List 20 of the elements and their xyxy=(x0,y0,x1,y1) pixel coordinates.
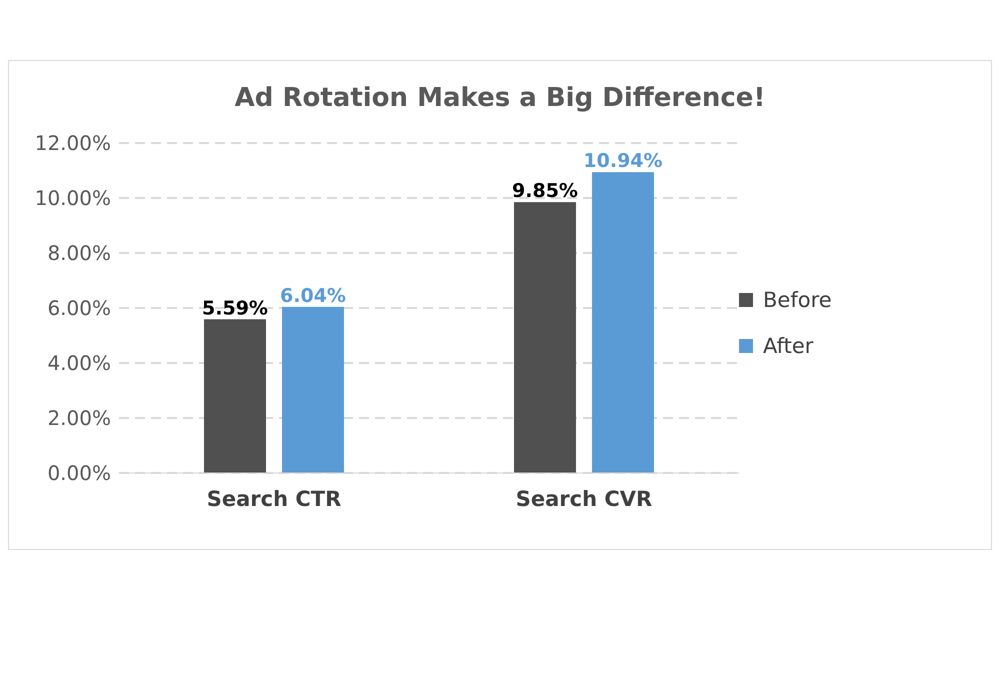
y-tick-label: 0.00% xyxy=(47,461,111,486)
bar xyxy=(592,172,654,473)
x-tick-label: Search CTR xyxy=(206,486,342,511)
y-tick-label: 2.00% xyxy=(47,406,111,430)
y-tick-label: 12.00% xyxy=(34,131,111,156)
y-tick-label: 8.00% xyxy=(47,241,111,266)
y-tick-label: 4.00% xyxy=(47,351,111,376)
data-label: 6.04% xyxy=(280,284,346,307)
y-tick-label: 10.00% xyxy=(34,186,111,210)
data-label: 5.59% xyxy=(202,297,268,320)
legend-label: Before xyxy=(763,288,832,312)
bar xyxy=(282,306,344,473)
bar xyxy=(204,319,266,473)
y-tick-label: 6.00% xyxy=(47,296,111,320)
data-label: 10.94% xyxy=(583,150,663,172)
bar xyxy=(514,202,576,473)
x-tick-label: Search CVR xyxy=(516,486,652,511)
chart-title: Ad Rotation Makes a Big Difference! xyxy=(234,82,766,113)
legend-label: After xyxy=(763,334,814,358)
data-label: 9.85% xyxy=(512,180,578,202)
